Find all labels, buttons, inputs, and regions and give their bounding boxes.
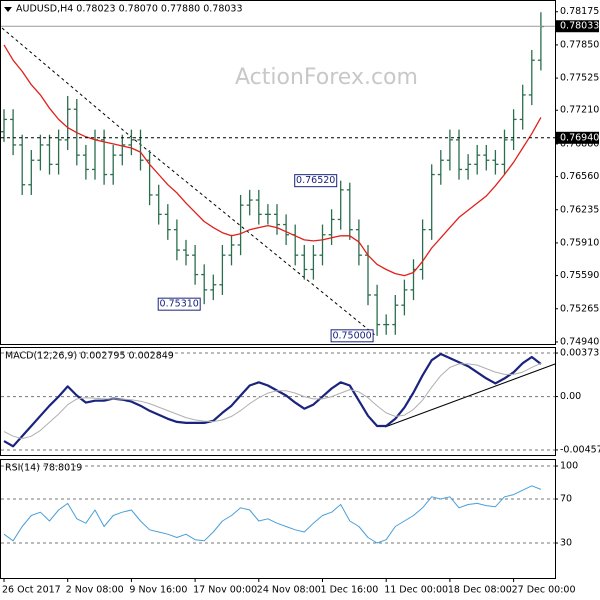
y-tick-label: 30 <box>560 538 572 549</box>
panel-title: AUDUSD,H4 0.78023 0.78070 0.77880 0.7803… <box>16 4 243 15</box>
x-tick-label: 17 Nov 00:00 <box>193 585 257 596</box>
x-tick-label: 18 Dec 08:00 <box>448 585 512 596</box>
series-line <box>3 485 542 544</box>
y-tick-label: 70 <box>560 494 572 505</box>
x-tick-label: 24 Nov 08:00 <box>257 585 321 596</box>
x-tick-label: 2 Nov 08:00 <box>66 585 124 596</box>
y-tick-label: 0.76880 <box>560 138 599 149</box>
y-tick-label: 0.76235 <box>560 204 599 215</box>
trend-line <box>384 363 556 428</box>
x-tick-label: 26 Oct 2017 <box>2 585 61 596</box>
trend-line-dashed <box>1 27 131 137</box>
annotation-label: 0.75000 <box>332 330 371 341</box>
y-tick-label: 0.75910 <box>560 237 599 248</box>
y-tick-label: 0.74940 <box>560 336 599 347</box>
level-label: 0.78033 <box>560 21 599 32</box>
rsi-panel <box>0 459 556 579</box>
trend-line-dashed <box>129 135 376 336</box>
panel-title: MACD(12,26,9) 0.002795 0.002849 <box>5 351 174 362</box>
price-panel <box>0 0 556 345</box>
annotation-label: 0.75310 <box>160 299 199 310</box>
series-line <box>3 352 542 448</box>
y-tick-label: 0.77525 <box>560 73 599 84</box>
annotation-box <box>157 297 201 311</box>
annotation-label: 0.76520 <box>296 175 335 186</box>
panel-title: RSI(14) 78.8019 <box>5 463 82 474</box>
x-tick-label: 1 Dec 16:00 <box>321 585 379 596</box>
y-tick-label: 0.76560 <box>560 171 599 182</box>
y-tick-label: 0.75265 <box>560 303 599 314</box>
y-tick-label: 0.77850 <box>560 39 599 50</box>
y-tick-label: 0.78175 <box>560 6 599 17</box>
annotation-box <box>294 174 338 188</box>
annotation-box <box>330 329 374 343</box>
x-tick-label: 27 Dec 00:00 <box>512 585 576 596</box>
y-tick-label: 0.00 <box>560 391 581 402</box>
level-box <box>555 131 599 144</box>
x-tick-label: 11 Dec 00:00 <box>384 585 448 596</box>
y-tick-label: 0.75590 <box>560 270 599 281</box>
series-line <box>3 44 542 277</box>
level-box <box>555 20 599 33</box>
series-line <box>3 362 542 440</box>
y-tick-label: 0.77210 <box>560 105 599 116</box>
y-tick-label: -0.004576 <box>560 444 600 455</box>
y-tick-label: 0.003732 <box>560 348 600 359</box>
menu-triangle <box>4 7 12 12</box>
watermark: ActionForex.com <box>235 65 418 90</box>
x-tick-label: 9 Nov 16:00 <box>129 585 187 596</box>
level-label: 0.76940 <box>560 132 599 143</box>
macd-panel <box>0 347 556 456</box>
y-tick-label: 100 <box>560 461 578 472</box>
